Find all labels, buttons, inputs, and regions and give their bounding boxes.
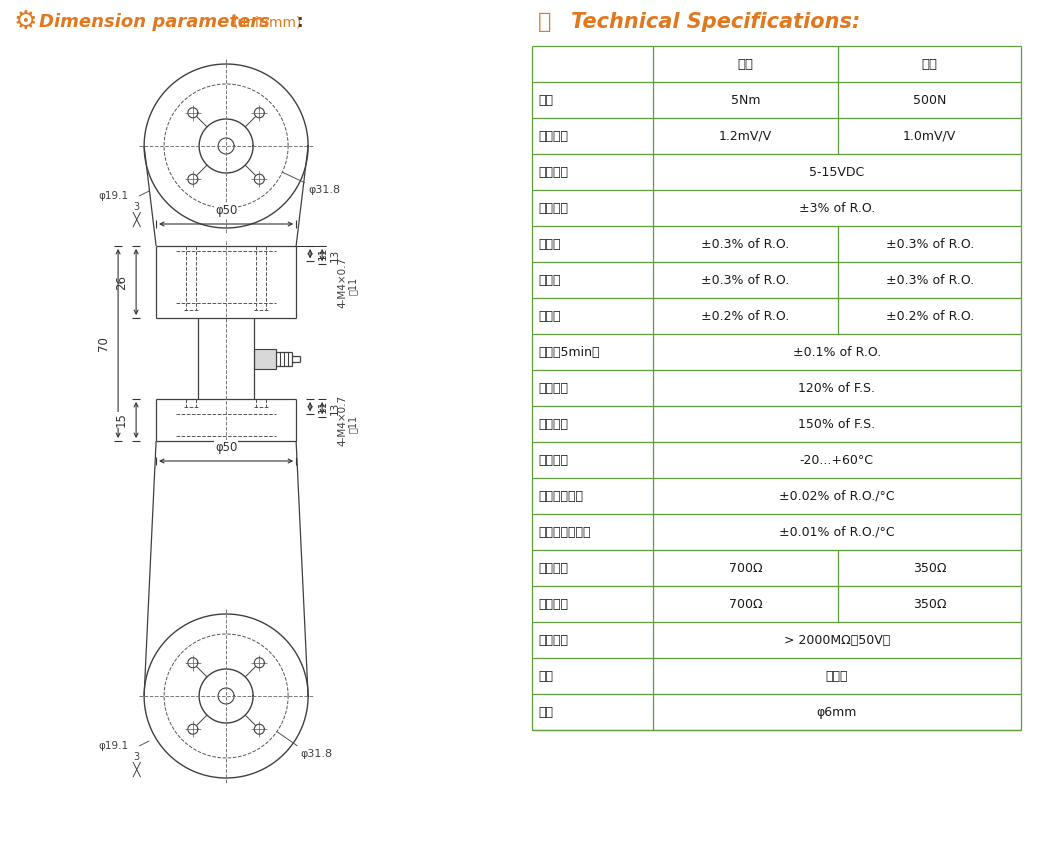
Text: 铝合金: 铝合金 [826, 669, 848, 683]
Text: :: : [296, 13, 303, 31]
Text: 1.2mV/V: 1.2mV/V [719, 129, 772, 142]
Text: ±0.1% of R.O.: ±0.1% of R.O. [792, 345, 881, 359]
Text: ⚙: ⚙ [14, 9, 37, 35]
Text: 11: 11 [318, 400, 328, 414]
Text: 蜆变（5min）: 蜆变（5min） [539, 345, 600, 359]
Text: 灵敏度温度漂移: 灵敏度温度漂移 [539, 525, 591, 539]
Text: -20...+60°C: -20...+60°C [800, 453, 874, 466]
Text: Dimension parameters: Dimension parameters [39, 13, 270, 31]
Text: 350Ω: 350Ω [912, 597, 947, 611]
Text: 零点温度漂移: 零点温度漂移 [539, 490, 584, 503]
Text: ±0.02% of R.O./°C: ±0.02% of R.O./°C [779, 490, 895, 503]
Text: φ50: φ50 [215, 204, 237, 217]
Text: 4-M4×0.7: 4-M4×0.7 [337, 256, 347, 308]
Text: 零点输出: 零点输出 [539, 201, 569, 215]
Text: 13: 13 [330, 249, 340, 261]
Text: 1.0mV/V: 1.0mV/V [903, 129, 956, 142]
Text: 4-M4×0.7: 4-M4×0.7 [337, 394, 347, 446]
Text: (unit:mm): (unit:mm) [233, 15, 303, 29]
Text: ±0.3% of R.O.: ±0.3% of R.O. [885, 238, 974, 250]
Text: 量程: 量程 [539, 94, 553, 107]
Text: 350Ω: 350Ω [912, 562, 947, 574]
Text: 输入阻抗: 输入阻抗 [539, 562, 569, 574]
Text: ±3% of R.O.: ±3% of R.O. [799, 201, 875, 215]
Text: 非线性: 非线性 [539, 238, 562, 250]
Text: ±0.01% of R.O./°C: ±0.01% of R.O./°C [779, 525, 895, 539]
Text: 500N: 500N [914, 94, 946, 107]
Text: 工作温度: 工作温度 [539, 453, 569, 466]
Text: 重复性: 重复性 [539, 310, 562, 322]
Text: 压力: 压力 [922, 58, 938, 70]
Text: φ6mm: φ6mm [816, 706, 857, 718]
Text: Technical Specifications:: Technical Specifications: [571, 12, 860, 32]
Text: 13: 13 [330, 402, 340, 415]
Text: 15: 15 [115, 413, 128, 427]
Text: 3: 3 [133, 202, 139, 212]
Text: 26: 26 [115, 274, 128, 289]
Text: ±0.3% of R.O.: ±0.3% of R.O. [702, 238, 789, 250]
Bar [254, 349, 276, 369]
Text: 120% of F.S.: 120% of F.S. [799, 382, 875, 394]
Text: ╳: ╳ [133, 212, 140, 227]
Text: 极限过载: 极限过载 [539, 417, 569, 431]
Text: 深11: 深11 [348, 277, 358, 295]
Text: 线径: 线径 [539, 706, 553, 718]
Text: 5Nm: 5Nm [731, 94, 760, 107]
Text: 绝缘阻抗: 绝缘阻抗 [539, 634, 569, 646]
Text: ±0.3% of R.O.: ±0.3% of R.O. [702, 273, 789, 287]
Text: 安全过载: 安全过载 [539, 382, 569, 394]
Text: φ31.8: φ31.8 [301, 749, 332, 759]
Text: 🔧: 🔧 [538, 12, 551, 32]
Text: ±0.2% of R.O.: ±0.2% of R.O. [885, 310, 974, 322]
Text: φ19.1: φ19.1 [98, 191, 128, 201]
Text: ±0.3% of R.O.: ±0.3% of R.O. [885, 273, 974, 287]
Text: 输出阻抗: 输出阻抗 [539, 597, 569, 611]
Text: 5-15VDC: 5-15VDC [809, 166, 864, 179]
Text: 3: 3 [133, 752, 139, 762]
Text: 激励电压: 激励电压 [539, 166, 569, 179]
Text: 150% of F.S.: 150% of F.S. [799, 417, 875, 431]
Text: 70: 70 [97, 336, 110, 351]
Text: φ31.8: φ31.8 [308, 184, 340, 195]
Text: φ50: φ50 [215, 441, 237, 454]
Text: 扭力: 扭力 [737, 58, 754, 70]
Text: 700Ω: 700Ω [729, 562, 762, 574]
Text: 深11: 深11 [348, 415, 358, 433]
Text: 11: 11 [318, 247, 328, 261]
Text: ╳: ╳ [133, 761, 140, 777]
Text: 材质: 材质 [539, 669, 553, 683]
Text: φ19.1: φ19.1 [98, 741, 128, 751]
Text: ±0.2% of R.O.: ±0.2% of R.O. [702, 310, 789, 322]
Text: 额定输出: 额定输出 [539, 129, 569, 142]
Text: 700Ω: 700Ω [729, 597, 762, 611]
Text: > 2000MΩ（50V）: > 2000MΩ（50V） [784, 634, 889, 646]
Text: 滞后性: 滞后性 [539, 273, 562, 287]
